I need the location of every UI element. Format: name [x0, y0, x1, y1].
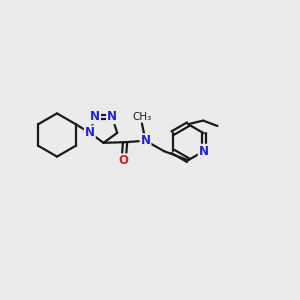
Text: N: N [140, 134, 151, 147]
Text: CH₃: CH₃ [132, 112, 152, 122]
Text: N: N [107, 110, 117, 123]
Text: O: O [118, 154, 129, 167]
Text: N: N [90, 110, 100, 123]
Text: N: N [199, 145, 209, 158]
Text: N: N [85, 126, 95, 139]
